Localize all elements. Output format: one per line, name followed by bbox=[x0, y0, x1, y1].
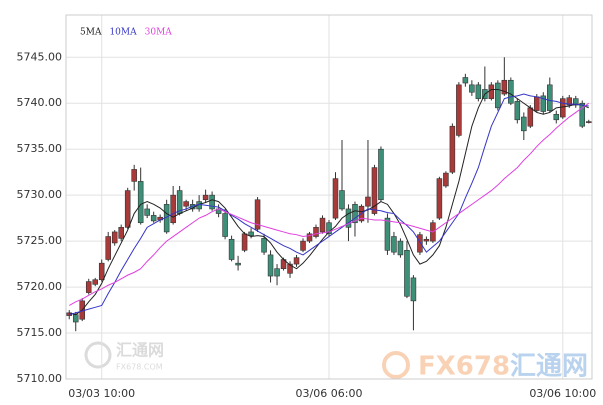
legend-entry: 10MA bbox=[109, 28, 137, 38]
candle-body bbox=[293, 257, 300, 265]
y-tick-label: 5740.00 bbox=[17, 96, 63, 109]
candle-body bbox=[131, 169, 137, 182]
y-tick-label: 5710.00 bbox=[17, 372, 63, 385]
candle-body bbox=[313, 227, 319, 237]
candle-body bbox=[319, 217, 326, 233]
candle-body bbox=[384, 217, 391, 251]
candle-body bbox=[254, 199, 261, 230]
candle-body bbox=[150, 215, 157, 222]
candle-body bbox=[488, 84, 495, 99]
candle-body bbox=[170, 194, 176, 224]
candle-body bbox=[423, 238, 430, 242]
candle-body bbox=[579, 102, 586, 127]
candle-body bbox=[183, 201, 189, 207]
candle-body bbox=[397, 240, 404, 256]
candle-body bbox=[202, 194, 209, 201]
candle-body bbox=[345, 208, 352, 228]
candle-body bbox=[443, 172, 449, 187]
candle-body bbox=[118, 227, 124, 239]
candle-body bbox=[248, 231, 254, 236]
candle-body bbox=[534, 96, 540, 111]
candle-body bbox=[209, 194, 215, 210]
legend-entry: 30MA bbox=[145, 28, 173, 38]
legend: 5MA 10MA 30MA bbox=[80, 28, 172, 38]
candle-body bbox=[72, 314, 79, 323]
candle-body bbox=[560, 98, 566, 118]
candle-body bbox=[469, 84, 475, 93]
candle-body bbox=[144, 208, 150, 216]
candle-body bbox=[241, 233, 248, 251]
candle-body bbox=[306, 233, 313, 242]
candle-body bbox=[339, 190, 345, 210]
candle-body bbox=[417, 234, 423, 253]
candle-body bbox=[261, 238, 267, 253]
ma-line bbox=[69, 102, 590, 306]
candle-body bbox=[404, 250, 410, 297]
candle-body bbox=[222, 213, 228, 237]
candle-body bbox=[527, 107, 534, 127]
candle-body bbox=[228, 238, 235, 260]
y-tick-label: 5725.00 bbox=[17, 234, 63, 247]
candle-body bbox=[585, 121, 592, 123]
candle-body bbox=[391, 236, 397, 253]
plot-frame bbox=[65, 14, 593, 380]
candle-body bbox=[287, 263, 293, 274]
candle-body bbox=[410, 277, 417, 302]
candle-body bbox=[501, 79, 508, 95]
watermark-text: FX678 bbox=[418, 352, 510, 382]
candle-body bbox=[137, 181, 144, 224]
candle-body bbox=[92, 279, 98, 285]
candle-body bbox=[105, 236, 111, 260]
watermark-text: 汇通网 bbox=[116, 341, 164, 360]
candle-body bbox=[274, 268, 280, 277]
candle-body bbox=[378, 148, 384, 201]
candle-body bbox=[326, 222, 332, 235]
candle-body bbox=[521, 116, 527, 132]
candle-body bbox=[566, 97, 573, 106]
candle-body bbox=[267, 254, 274, 277]
candle-body bbox=[456, 84, 462, 136]
candle-body bbox=[514, 101, 521, 121]
candle-body bbox=[371, 167, 378, 214]
watermark: 汇通网 FX678.COM FX678 汇通网 bbox=[84, 341, 588, 382]
candle-body bbox=[462, 77, 469, 84]
candle-body bbox=[98, 262, 105, 281]
x-tick-label: 03/06 06:00 bbox=[296, 387, 363, 400]
candle-body bbox=[352, 204, 358, 224]
candle-body bbox=[365, 196, 371, 207]
candle-body bbox=[332, 178, 339, 219]
watermark-logo bbox=[84, 341, 112, 369]
watermark-text: FX678.COM bbox=[116, 363, 163, 372]
y-tick-label: 5720.00 bbox=[17, 280, 63, 293]
x-tick-label: 03/06 10:00 bbox=[529, 387, 596, 400]
candle-body bbox=[475, 84, 482, 99]
legend-entry: 5MA bbox=[80, 28, 102, 38]
ma-line bbox=[69, 93, 589, 316]
candle-body bbox=[553, 113, 560, 121]
candle-body bbox=[436, 178, 443, 219]
candle-body bbox=[495, 82, 501, 109]
x-tick-label: 03/03 10:00 bbox=[68, 387, 135, 400]
y-tick-label: 5745.00 bbox=[17, 50, 63, 63]
candle-body bbox=[300, 240, 306, 251]
y-tick-label: 5715.00 bbox=[17, 326, 63, 339]
candle-body bbox=[85, 281, 92, 293]
watermark-text: 汇通网 bbox=[510, 352, 588, 382]
y-tick-label: 5735.00 bbox=[17, 142, 63, 155]
candle-body bbox=[111, 231, 118, 244]
candle-body bbox=[235, 262, 241, 266]
y-tick-label: 5730.00 bbox=[17, 188, 63, 201]
candle-body bbox=[572, 98, 579, 106]
candle-body bbox=[508, 79, 514, 104]
candle-body bbox=[540, 95, 547, 112]
watermark-logo bbox=[382, 351, 410, 379]
candle-body bbox=[124, 190, 131, 228]
candle-body bbox=[547, 84, 553, 111]
candle-body bbox=[449, 125, 456, 173]
